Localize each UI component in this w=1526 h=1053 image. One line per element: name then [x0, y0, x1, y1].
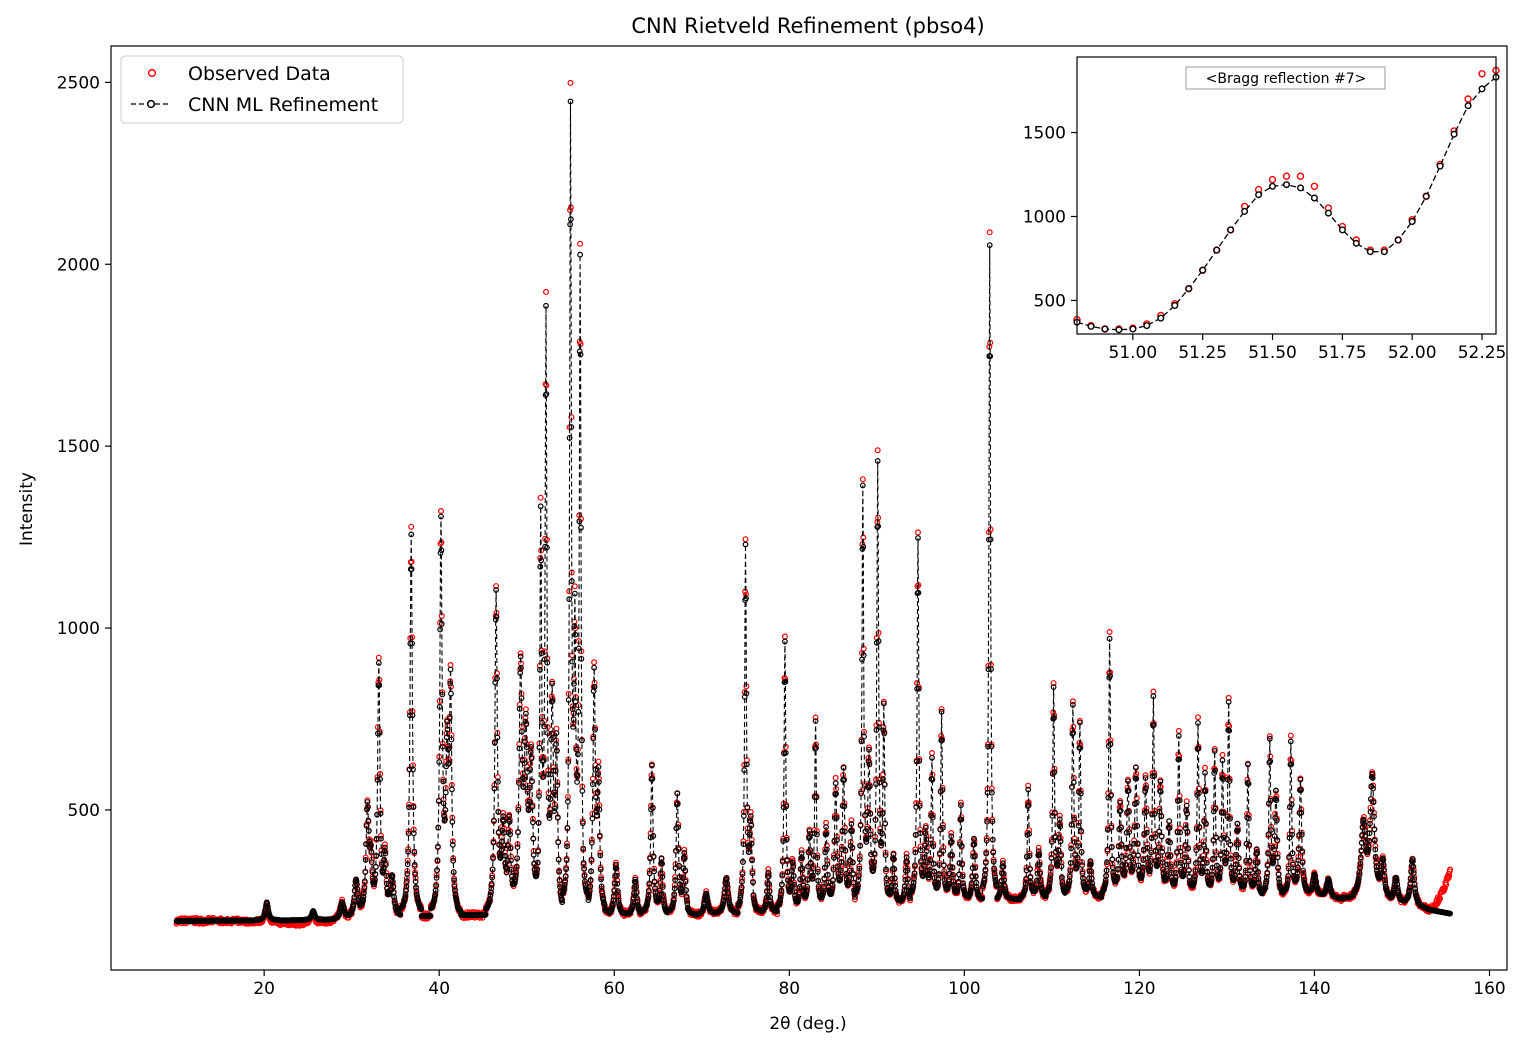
observed-point [517, 650, 524, 657]
chart-title: CNN Rietveld Refinement (pbso4) [631, 14, 984, 38]
observed-point [537, 494, 544, 501]
observed-point [542, 288, 549, 295]
observed-point [798, 847, 805, 854]
observed-point [848, 817, 855, 824]
observed-point [408, 523, 415, 530]
observed-point [567, 79, 574, 86]
observed-point [528, 741, 535, 748]
main-plot-area: CNN Rietveld Refinement (pbso4) 2θ (deg.… [17, 14, 1508, 1034]
observed-point [381, 841, 388, 848]
observed-point [812, 714, 819, 721]
observed-point [493, 583, 500, 590]
y-axis-label: Intensity [17, 472, 37, 546]
observed-point [859, 476, 866, 483]
observed-point [612, 859, 619, 866]
observed-point [681, 846, 688, 853]
observed-point [851, 896, 858, 903]
observed-point [591, 659, 598, 666]
observed-point [577, 240, 584, 247]
main-series-layer [173, 79, 1454, 929]
observed-point [832, 774, 839, 781]
observed-point [438, 508, 445, 515]
observed-point [595, 758, 602, 765]
observed-point [571, 583, 578, 590]
x-axis-label: 2θ (deg.) [769, 1014, 846, 1034]
